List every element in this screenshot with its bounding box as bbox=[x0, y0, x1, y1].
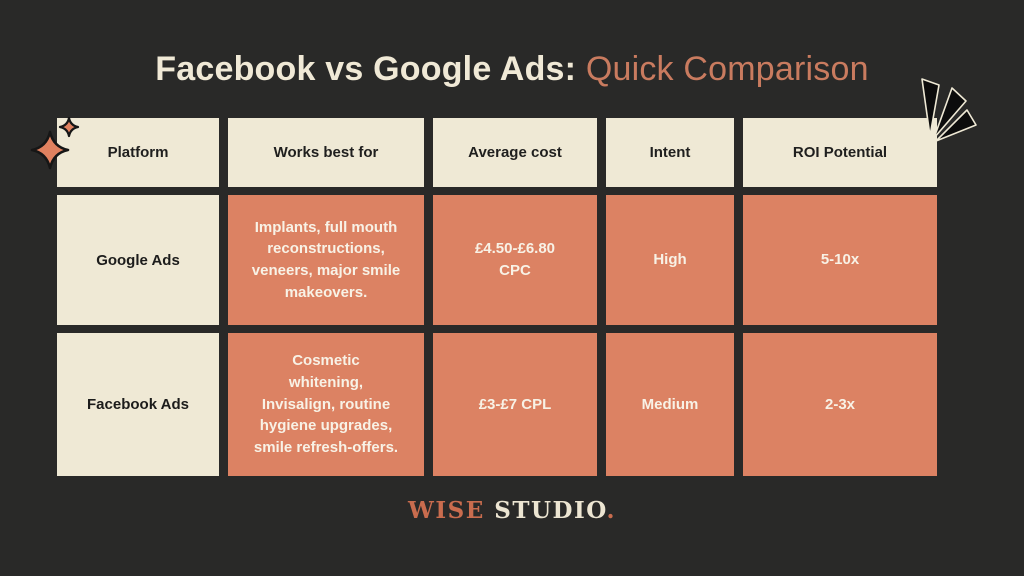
row-facebook-intent: Medium bbox=[606, 333, 734, 476]
burst-rays-icon bbox=[921, 78, 977, 142]
page-title-main: Facebook vs Google Ads: bbox=[155, 50, 577, 88]
brand-logo-primary: WISE bbox=[408, 497, 485, 524]
header-works-best-for: Works best for bbox=[228, 118, 424, 187]
page-title: Facebook vs Google Ads: Quick Comparison bbox=[0, 50, 1024, 89]
brand-logo: WISE STUDIO. bbox=[0, 497, 1024, 524]
header-intent: Intent bbox=[606, 118, 734, 187]
header-average-cost: Average cost bbox=[433, 118, 597, 187]
brand-logo-secondary: STUDIO bbox=[484, 497, 607, 524]
header-roi-potential: ROI Potential bbox=[743, 118, 937, 187]
row-facebook-average-cost: £3-£7 CPL bbox=[433, 333, 597, 476]
row-google-intent: High bbox=[606, 195, 734, 325]
comparison-table: Platform Works best for Average cost Int… bbox=[57, 118, 937, 476]
row-google-platform: Google Ads bbox=[57, 195, 219, 325]
row-google-roi-potential: 5-10x bbox=[743, 195, 937, 325]
brand-logo-period: . bbox=[606, 497, 616, 524]
page-title-accent: Quick Comparison bbox=[585, 50, 869, 88]
sparkle-icon bbox=[30, 116, 80, 170]
row-google-works-best-for: Implants, full mouth reconstructions, ve… bbox=[228, 195, 424, 325]
header-platform: Platform bbox=[57, 118, 219, 187]
row-facebook-works-best-for: Cosmetic whitening, Invisalign, routine … bbox=[228, 333, 424, 476]
row-facebook-platform: Facebook Ads bbox=[57, 333, 219, 476]
row-google-average-cost: £4.50-£6.80 CPC bbox=[433, 195, 597, 325]
row-facebook-roi-potential: 2-3x bbox=[743, 333, 937, 476]
